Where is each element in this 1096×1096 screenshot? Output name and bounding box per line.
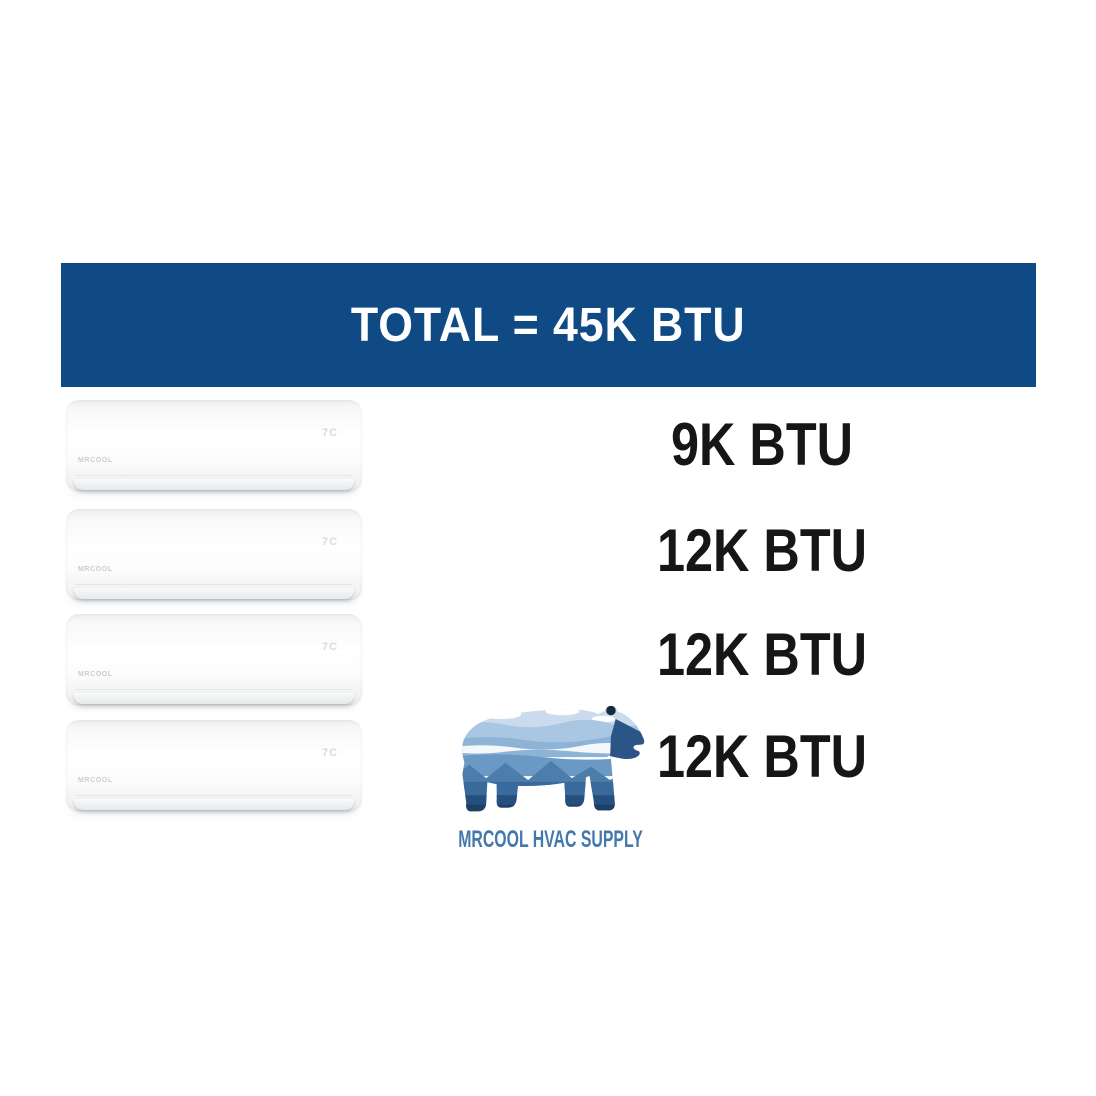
btu-label-unit-2: 12K BTU [656, 517, 868, 584]
unit-vent-seam [76, 689, 352, 690]
unit-base-vent [74, 693, 354, 704]
total-btu-text: TOTAL = 45K BTU [351, 298, 746, 352]
unit-temperature-display: 7C [322, 536, 339, 548]
total-btu-banner: TOTAL = 45K BTU [61, 263, 1036, 387]
mini-split-indoor-unit-3: MRCOOL 7C [66, 614, 362, 704]
unit-vent-seam [76, 475, 352, 476]
mini-split-indoor-unit-4: MRCOOL 7C [66, 720, 362, 810]
mini-split-indoor-unit-2: MRCOOL 7C [66, 509, 362, 599]
mrcool-hvac-supply-logo: MRCOOL HVAC SUPPLY [448, 700, 653, 853]
logo-text: MRCOOL HVAC SUPPLY [458, 826, 643, 853]
unit-temperature-display: 7C [322, 641, 339, 653]
btu-label-unit-1: 9K BTU [670, 411, 854, 478]
unit-brand-text: MRCOOL [78, 777, 113, 784]
unit-brand-text: MRCOOL [78, 566, 113, 573]
bear-landscape-icon [462, 705, 645, 812]
unit-base-vent [74, 799, 354, 810]
unit-vent-seam [76, 795, 352, 796]
unit-temperature-display: 7C [322, 427, 339, 439]
unit-brand-text: MRCOOL [78, 671, 113, 678]
btu-label-unit-4: 12K BTU [656, 723, 868, 790]
unit-base-vent [74, 479, 354, 490]
unit-temperature-display: 7C [322, 747, 339, 759]
unit-vent-seam [76, 584, 352, 585]
unit-brand-text: MRCOOL [78, 457, 113, 464]
mini-split-indoor-unit-1: MRCOOL 7C [66, 400, 362, 490]
btu-label-unit-3: 12K BTU [656, 621, 868, 688]
unit-base-vent [74, 588, 354, 599]
